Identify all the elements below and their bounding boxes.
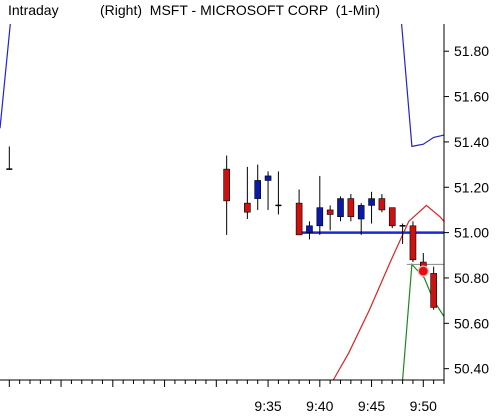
- candle-body: [337, 198, 344, 218]
- signal-marker: [417, 265, 429, 277]
- y-tick-label: 51.80: [454, 43, 489, 59]
- candle-body: [378, 198, 386, 211]
- y-tick-label: 51.20: [454, 179, 489, 195]
- candle-body: [306, 225, 313, 233]
- indicator-line-red_line-2: [332, 204, 445, 381]
- y-tick-label: 51.40: [454, 134, 489, 150]
- x-axis: 9:35 9:40 9:45 9:50: [8, 380, 445, 414]
- candle-body: [409, 225, 417, 261]
- indicator-line-upper_band-0: [0, 23, 11, 129]
- y-tick-label: 50.40: [454, 361, 489, 377]
- y-tick-label: 50.80: [454, 270, 489, 286]
- x-tick-label: 9:35: [254, 398, 281, 414]
- candle-body: [388, 207, 396, 227]
- y-tick-label: 50.60: [454, 315, 489, 331]
- candle-body: [295, 202, 303, 236]
- x-tick-label: 9:50: [410, 398, 437, 414]
- indicator-line-green_line-3: [402, 262, 445, 381]
- y-tick-label: 51.00: [454, 225, 489, 241]
- candle-body: [430, 273, 437, 308]
- candle-body: [264, 175, 272, 181]
- y-tick-label: 51.60: [454, 89, 489, 105]
- x-tick-label: 9:45: [358, 398, 385, 414]
- candle-body: [244, 202, 251, 213]
- x-tick-label: 9:40: [306, 398, 333, 414]
- y-axis: 51.80 51.60 51.40 51.20 51.00 50.80 50.60 50.40: [444, 43, 489, 377]
- candle-body: [223, 168, 230, 202]
- candle-body: [368, 198, 375, 206]
- plot-area: [0, 23, 445, 381]
- candle-body: [326, 209, 334, 215]
- candle-body: [347, 198, 355, 218]
- candle-body: [357, 205, 365, 220]
- indicator-line-upper_band-1: [401, 23, 445, 148]
- candle-body: [316, 207, 324, 227]
- candle-body: [254, 180, 262, 199]
- header-intraday-label: Intraday: [8, 2, 59, 18]
- header-symbol-title: (Right) MSFT - MICROSOFT CORP (1-Min): [100, 2, 380, 18]
